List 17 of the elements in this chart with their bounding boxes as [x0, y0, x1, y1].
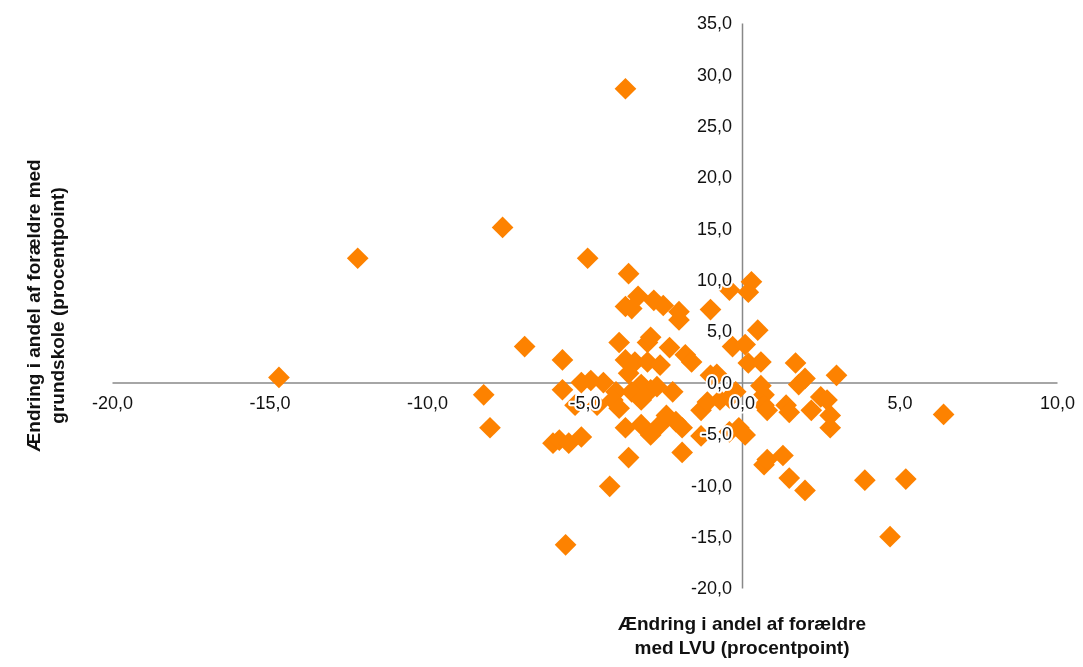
x-axis-title: Ændring i andel af forældre med LVU (procentpoint)	[617, 613, 867, 658]
x-tick-label: -15,0	[249, 393, 291, 414]
y-tick-label: 30,0	[696, 64, 732, 85]
x-tick-label: -10,0	[406, 393, 449, 414]
x-tick-label: -20,0	[91, 393, 134, 414]
y-tick-label: -10,0	[690, 475, 732, 496]
y-tick-label: 20,0	[696, 167, 732, 188]
y-axis-title: Ændring i andel af forældre med grundskole (procentpoint)	[23, 159, 68, 452]
y-tick-label: 35,0	[696, 13, 732, 34]
y-tick-label: 10,0	[696, 270, 732, 291]
y-tick-label: 25,0	[696, 115, 732, 136]
y-tick-label: -15,0	[690, 526, 732, 547]
y-tick-label: -20,0	[690, 578, 732, 599]
y-tick-label: 5,0	[706, 321, 732, 342]
x-tick-label: 5,0	[887, 393, 913, 414]
x-tick-label: 10,0	[1039, 393, 1076, 414]
y-tick-label: 15,0	[696, 218, 732, 239]
